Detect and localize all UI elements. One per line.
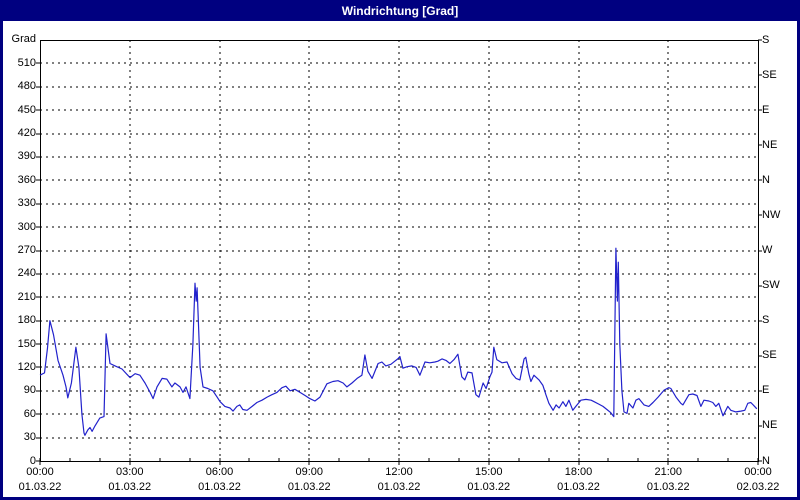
x-tick-date: 02.03.22	[736, 481, 780, 493]
x-tick-time: 15:00	[474, 466, 503, 478]
compass-label: NW	[762, 208, 781, 221]
x-tick-date: 01.03.22	[108, 481, 152, 493]
x-tick-time: 06:00	[205, 466, 234, 478]
compass-label: SE	[762, 349, 777, 362]
y-tick-label: 390	[17, 150, 36, 163]
y-tick-label: 360	[17, 173, 36, 186]
compass-label: S	[762, 314, 770, 327]
y-tick-label: 450	[17, 103, 36, 116]
y-tick-label: 30	[23, 431, 36, 444]
y-axis-unit-label: Grad	[11, 33, 36, 45]
x-tick-date: 01.03.22	[287, 481, 331, 493]
y-tick-label: 180	[17, 314, 36, 327]
x-tick-date: 01.03.22	[467, 481, 511, 493]
x-tick-date: 01.03.22	[377, 481, 421, 493]
y-tick-label: 60	[23, 407, 36, 420]
y-tick-label: 300	[17, 220, 36, 233]
y-tick-label: 90	[23, 384, 36, 397]
y-tick-label: 480	[17, 80, 36, 93]
compass-label: E	[762, 384, 770, 397]
compass-label: S	[762, 33, 770, 46]
y-tick-label: 510	[17, 56, 36, 69]
x-tick-time: 03:00	[115, 466, 144, 478]
x-tick-time: 12:00	[385, 466, 413, 478]
x-tick-date: 01.03.22	[646, 481, 690, 493]
wind-direction-line	[39, 247, 758, 436]
compass-label: N	[762, 173, 770, 186]
y-tick-label: 330	[17, 197, 36, 210]
y-tick-label: 120	[17, 360, 36, 373]
compass-label: NE	[762, 138, 778, 151]
x-tick-time: 21:00	[654, 466, 683, 478]
y-tick-label: 270	[17, 244, 36, 256]
title-bar: Windrichtung [Grad]	[0, 0, 800, 21]
y-tick-label: 240	[17, 267, 36, 280]
y-tick-label: 210	[17, 290, 36, 303]
compass-label: SW	[762, 279, 780, 292]
x-tick-time: 09:00	[295, 466, 324, 478]
x-tick-date: 01.03.22	[198, 481, 241, 493]
chart-title: Windrichtung [Grad]	[341, 3, 459, 18]
compass-label: W	[762, 244, 773, 256]
y-tick-label: 420	[17, 127, 36, 140]
y-tick-label: 0	[29, 454, 36, 467]
x-tick-time: 00:00	[744, 466, 772, 478]
compass-label: NE	[762, 419, 778, 432]
x-tick-time: 18:00	[564, 466, 593, 478]
x-tick-date: 01.03.22	[18, 481, 62, 493]
x-tick-time: 00:00	[26, 466, 54, 478]
compass-label: E	[762, 103, 770, 116]
compass-label: SE	[762, 68, 777, 81]
compass-label: N	[762, 454, 770, 467]
y-tick-label: 150	[17, 337, 36, 350]
x-tick-date: 01.03.22	[557, 481, 600, 493]
